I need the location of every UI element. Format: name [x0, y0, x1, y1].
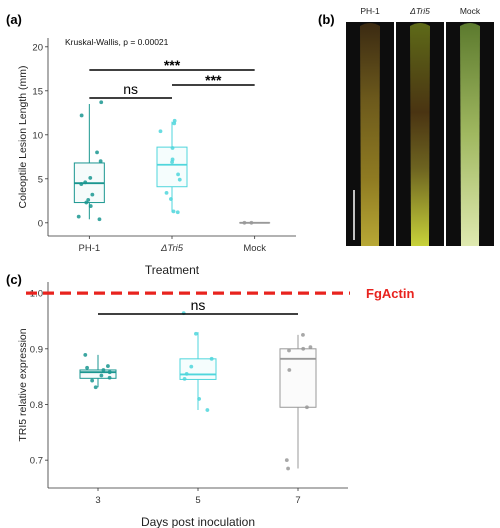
data-point — [287, 368, 292, 372]
y-tick-label: 20 — [32, 42, 43, 53]
x-axis-title: Treatment — [145, 263, 200, 277]
data-point — [99, 373, 104, 378]
box-iqr — [279, 348, 317, 408]
data-point — [172, 118, 177, 123]
y-axis-title: TRI5 relative expression — [17, 328, 29, 441]
x-tick-label: 5 — [195, 495, 200, 506]
data-point — [301, 332, 305, 337]
data-point — [249, 220, 254, 225]
data-point — [98, 159, 103, 164]
data-point — [79, 113, 84, 118]
data-point — [93, 385, 98, 390]
data-point — [76, 214, 81, 219]
box-iqr — [156, 146, 188, 188]
data-point — [242, 220, 247, 225]
y-axis-title: Coleoptile Lesion Length (mm) — [17, 66, 29, 209]
photo-label: ΔTri5 — [409, 6, 430, 16]
data-point — [90, 378, 95, 383]
data-point — [79, 182, 84, 186]
y-tick-label: 5 — [38, 174, 43, 185]
y-tick-label: 0.8 — [30, 400, 43, 411]
data-point — [88, 204, 93, 208]
coleoptile-image — [460, 23, 480, 246]
x-tick-label: ΔTri5 — [160, 243, 184, 254]
comparison-label: *** — [205, 72, 222, 88]
photo-label: Mock — [460, 6, 481, 16]
data-point — [205, 408, 210, 412]
comparison-label: ns — [191, 297, 206, 313]
x-tick-label: 3 — [95, 495, 100, 506]
data-point — [176, 172, 180, 177]
coleoptile-image — [360, 23, 380, 246]
x-axis-title: Days post inoculation — [141, 515, 255, 528]
data-point — [164, 190, 169, 195]
data-point — [286, 466, 290, 471]
data-point — [170, 157, 175, 162]
comparison-label: ns — [123, 81, 138, 97]
tri5-expression-chart: 0.70.80.91.0FgActin357nsDays post inocul… — [17, 282, 414, 528]
x-tick-label: Mock — [243, 243, 266, 254]
data-point — [308, 345, 313, 350]
data-point — [84, 200, 89, 205]
data-point — [90, 192, 95, 197]
data-point — [301, 346, 306, 351]
x-tick-label: PH-1 — [79, 243, 101, 254]
data-point — [99, 100, 104, 105]
box-iqr — [79, 369, 117, 379]
data-point — [158, 129, 163, 134]
data-point — [95, 150, 99, 155]
data-point — [197, 397, 202, 401]
comparison-label: *** — [164, 57, 181, 73]
data-point — [88, 176, 93, 180]
panel-b-label: (b) — [318, 12, 335, 27]
data-point — [169, 197, 173, 201]
data-point — [209, 356, 214, 361]
y-tick-label: 0.7 — [30, 456, 43, 467]
x-tick-label: 7 — [295, 495, 300, 506]
lesion-length-chart: 0 5 10 15 20 PH-1 ΔTri5 Mock *** ns *** Treatment Co… — [17, 37, 296, 277]
data-point — [184, 371, 189, 376]
panel-a-label: (a) — [6, 12, 22, 27]
y-tick-label: 10 — [32, 130, 43, 141]
data-point — [189, 364, 194, 369]
data-point — [194, 331, 198, 336]
data-point — [86, 198, 91, 202]
data-point — [171, 209, 176, 214]
data-point — [170, 146, 175, 150]
data-point — [305, 405, 309, 410]
coleoptile-image — [410, 23, 430, 246]
data-point — [85, 365, 89, 370]
kruskal-wallis-annotation: Kruskal-Wallis, p = 0.00021 — [65, 37, 169, 47]
fgactin-label: FgActin — [366, 286, 414, 301]
data-point — [107, 375, 112, 380]
data-point — [284, 458, 289, 463]
box-iqr — [179, 358, 217, 380]
data-point — [177, 177, 182, 182]
y-tick-label: 0.9 — [30, 344, 43, 355]
y-tick-label: 0 — [38, 218, 43, 229]
coleoptile-photos: PH-1 ΔTri5 Mock — [346, 6, 494, 246]
data-point — [287, 348, 291, 353]
data-point — [182, 376, 187, 381]
y-tick-label: 15 — [32, 86, 43, 97]
data-point — [101, 368, 106, 372]
data-point — [97, 217, 102, 222]
photo-label: PH-1 — [360, 6, 380, 16]
data-point — [107, 370, 112, 375]
panel-c-label: (c) — [6, 272, 22, 287]
data-point — [83, 353, 88, 357]
data-point — [175, 210, 180, 215]
data-point — [83, 180, 88, 185]
data-point — [106, 364, 110, 368]
